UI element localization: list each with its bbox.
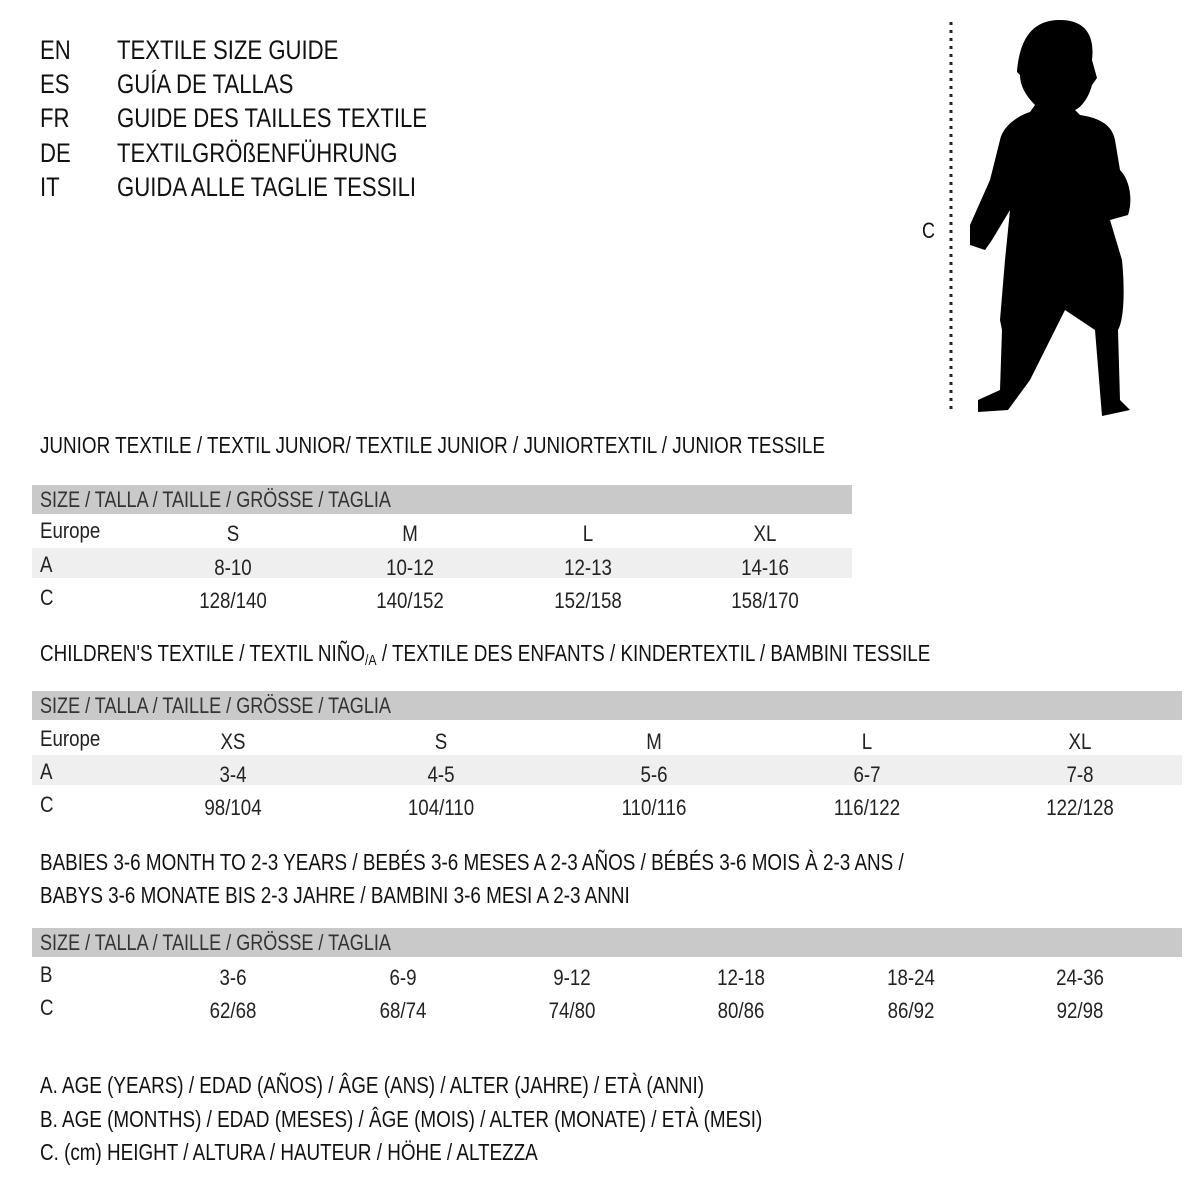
table-cell: M	[646, 729, 662, 754]
table-cell: 10-12	[386, 555, 434, 580]
lang-code: FR	[40, 103, 70, 133]
row-label: A	[40, 552, 53, 577]
table-cell: XS	[220, 729, 246, 754]
table-cell: 62/68	[209, 998, 257, 1023]
table-cell: 24-36	[1056, 965, 1104, 990]
table-cell: 3-4	[219, 762, 247, 787]
table-cell: 68/74	[379, 998, 427, 1023]
table-cell: 110/116	[621, 795, 687, 820]
table-cell: M	[402, 521, 418, 546]
row-label: Europe	[40, 518, 101, 543]
size-header-bar: SIZE / TALLA / TAILLE / GRÖSSE / TAGLIA	[32, 485, 852, 514]
table-cell: L	[861, 729, 873, 754]
size-header-label: SIZE / TALLA / TAILLE / GRÖSSE / TAGLIA	[40, 693, 391, 718]
table-cell: 152/158	[554, 588, 622, 613]
legend-a: A. AGE (YEARS) / EDAD (AÑOS) / ÂGE (ANS)…	[40, 1072, 705, 1098]
table-cell: 8-10	[214, 555, 252, 580]
lang-code: EN	[40, 35, 71, 65]
legend-b: B. AGE (MONTHS) / EDAD (MESES) / ÂGE (MO…	[40, 1106, 763, 1132]
size-header-bar: SIZE / TALLA / TAILLE / GRÖSSE / TAGLIA	[32, 691, 1182, 720]
table-cell: 128/140	[199, 588, 267, 613]
row-label: A	[40, 759, 53, 784]
babies-section-title-line1: BABIES 3-6 MONTH TO 2-3 YEARS / BEBÉS 3-…	[40, 849, 904, 875]
table-cell: 140/152	[376, 588, 444, 613]
title-subscript: /A	[365, 652, 377, 669]
lang-title: GUIDA ALLE TAGLIE TESSILI	[117, 172, 417, 202]
size-header-bar: SIZE / TALLA / TAILLE / GRÖSSE / TAGLIA	[32, 928, 1182, 957]
table-cell: 98/104	[204, 795, 262, 820]
table-cell: 86/92	[887, 998, 935, 1023]
lang-code: DE	[40, 138, 71, 168]
size-header-label: SIZE / TALLA / TAILLE / GRÖSSE / TAGLIA	[40, 487, 391, 512]
table-cell: L	[582, 521, 594, 546]
table-cell: 158/170	[731, 588, 799, 613]
children-section-title: CHILDREN'S TEXTILE / TEXTIL NIÑO/A / TEX…	[40, 640, 931, 669]
table-cell: 74/80	[548, 998, 596, 1023]
table-cell: 14-16	[741, 555, 789, 580]
title-part: / TEXTILE DES ENFANTS / KINDERTEXTIL / B…	[376, 640, 931, 666]
title-part: CHILDREN'S TEXTILE / TEXTIL NIÑO	[40, 640, 366, 666]
table-cell: 92/98	[1056, 998, 1104, 1023]
table-cell: 7-8	[1066, 762, 1094, 787]
table-cell: 104/110	[407, 795, 475, 820]
row-label: C	[40, 995, 54, 1020]
lang-code: ES	[40, 69, 70, 99]
table-cell: 122/128	[1046, 795, 1114, 820]
table-cell: 4-5	[427, 762, 455, 787]
table-cell: S	[434, 729, 448, 754]
lang-title: GUIDE DES TAILLES TEXTILE	[117, 103, 428, 133]
lang-code: IT	[40, 172, 60, 202]
table-cell: 12-13	[564, 555, 612, 580]
legend-c: C. (cm) HEIGHT / ALTURA / HAUTEUR / HÖHE…	[40, 1139, 538, 1165]
table-cell: XL	[1068, 729, 1092, 754]
table-cell: 12-18	[717, 965, 765, 990]
table-cell: 18-24	[887, 965, 935, 990]
child-silhouette-icon	[949, 20, 1131, 416]
alt-row-background	[32, 755, 1182, 785]
row-label: C	[40, 792, 54, 817]
alt-row-background	[32, 548, 852, 578]
table-cell: 80/86	[717, 998, 765, 1023]
row-label: B	[40, 962, 53, 987]
table-cell: 5-6	[640, 762, 668, 787]
table-cell: 9-12	[553, 965, 591, 990]
height-label: C	[922, 218, 936, 243]
lang-title: TEXTILE SIZE GUIDE	[117, 35, 339, 65]
lang-title: TEXTILGRÖßENFÜHRUNG	[117, 138, 398, 168]
row-label: Europe	[40, 726, 101, 751]
table-cell: S	[226, 521, 240, 546]
table-cell: XL	[753, 521, 777, 546]
table-cell: 6-9	[389, 965, 417, 990]
child-silhouette	[970, 20, 1131, 416]
row-label: C	[40, 585, 54, 610]
babies-section-title-line2: BABYS 3-6 MONATE BIS 2-3 JAHRE / BAMBINI…	[40, 882, 630, 908]
table-cell: 3-6	[219, 965, 247, 990]
table-cell: 6-7	[853, 762, 881, 787]
table-cell: 116/122	[833, 795, 901, 820]
size-header-label: SIZE / TALLA / TAILLE / GRÖSSE / TAGLIA	[40, 930, 391, 955]
junior-section-title: JUNIOR TEXTILE / TEXTIL JUNIOR/ TEXTILE …	[40, 432, 825, 458]
lang-title: GUÍA DE TALLAS	[117, 69, 294, 99]
